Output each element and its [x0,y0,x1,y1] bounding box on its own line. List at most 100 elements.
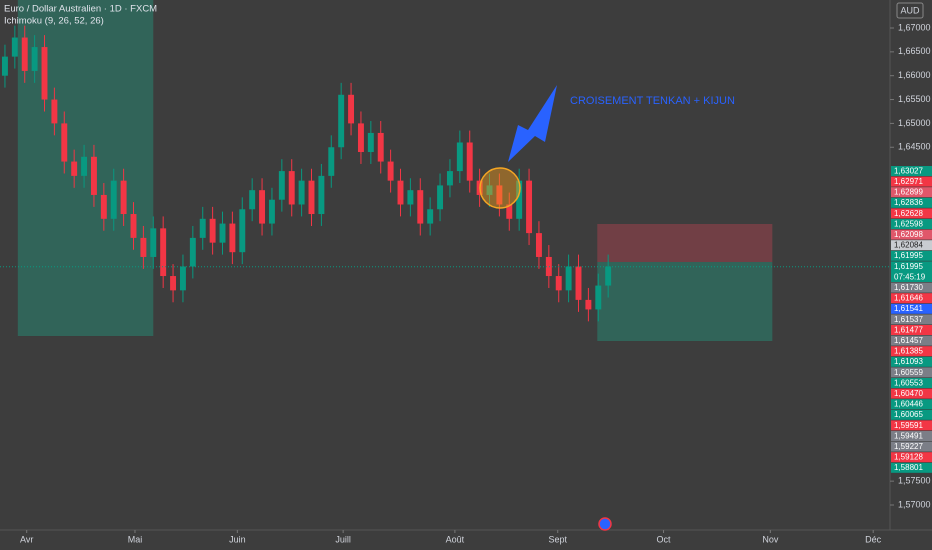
candle-body [51,99,58,124]
candle-body [41,47,48,100]
price-tag [891,250,932,261]
price-tag [891,462,932,473]
price-tag [891,325,932,335]
x-tick-label: Mai [128,534,143,544]
candle-body [486,185,493,195]
price-tag-label: 1,61995 [894,262,923,271]
price-tag [891,441,932,452]
price-tag [891,314,932,325]
candle-body [229,223,236,253]
candle-body [1,56,8,76]
candle-body [397,180,404,205]
price-tag [891,346,932,357]
price-tag-label: 1,61385 [894,347,923,356]
candle-body [417,190,424,224]
countdown: 07:45:19 [894,272,926,281]
candle-body [259,190,266,224]
price-tag-label: 1,62598 [894,219,923,228]
price-tag [891,409,932,420]
currency-box[interactable] [896,2,924,19]
candle-body [545,256,552,277]
candle-body [130,214,137,238]
y-tick-label: 1,65500 [898,94,931,104]
y-tick-label: 1,65000 [898,118,931,128]
event-icon[interactable] [598,517,612,531]
y-tick-label: 1,57500 [898,476,931,486]
price-tag-label: 1,61093 [894,357,923,366]
price-tag-label: 1,61457 [894,336,923,345]
candle-body [268,199,275,224]
candle-body [61,123,68,162]
candle-body [318,175,325,215]
price-tag [891,282,932,293]
candle-body [565,266,572,291]
y-tick-label: 1,66000 [898,70,931,80]
candle-body [209,218,216,243]
candle-body [328,147,335,176]
price-tag [891,219,932,229]
candle-body [407,190,414,205]
candle-body [249,190,256,210]
zone [597,262,773,342]
candle-body [288,171,295,205]
annotation: CROISEMENT TENKAN + KIJUN [570,95,735,107]
price-tag [891,176,932,187]
x-tick-label: Avr [20,534,33,544]
candle-body [506,204,513,219]
price-tag [891,208,932,219]
candles [0,25,890,322]
candle-body [456,142,463,172]
price-tag [891,367,932,378]
price-tag-label: 1,60470 [894,389,923,398]
candle-body [427,209,434,224]
price-axis: 1,67000 1,66500 1,66000 1,65500 1,65000 1,645… [20,22,932,544]
highlight-circle [479,167,521,209]
x-tick-label: Déc [865,534,882,544]
candle-body [308,180,315,215]
price-tag [891,240,932,251]
indicator-label: Ichimoku (9, 26, 52, 26) [4,16,104,27]
price-tag-label: 1,62628 [894,209,923,218]
price-tag-label: 1,59491 [894,431,923,440]
price-tag [891,229,932,240]
price-tag [891,303,932,314]
candle-body [605,266,612,286]
price-tag-label: 1,60559 [894,368,923,377]
candle-body [446,171,453,186]
x-tick-label: Nov [762,534,779,544]
candle-body [575,266,582,300]
candle-body [585,299,592,310]
candle-body [239,209,246,253]
x-tick-label: Août [446,534,465,544]
candle-body [120,180,127,215]
candle-body [170,276,177,291]
price-tag-label: 1,62836 [894,198,923,207]
candle-body [140,237,147,257]
candle-body [555,276,562,291]
candle-body [71,161,78,176]
price-tag-label: 1,61730 [894,283,923,292]
candle-body [150,228,157,257]
price-tag-label: 1,63027 [894,166,923,175]
y-tick-label: 1,67000 [898,22,931,32]
price-tag-label: 1,62084 [894,241,923,250]
candle-body [21,37,28,71]
candle-body [90,156,97,195]
y-tick-label: 1,66500 [898,46,931,56]
price-tag-label: 1,61537 [894,315,923,324]
candle-body [278,171,285,200]
price-tag [891,166,932,176]
candle-body [219,223,226,243]
candle-body [160,228,167,277]
x-tick-label: Sept [548,534,567,544]
candle-body [81,156,88,176]
price-tag [891,335,932,346]
price-tag-label: 1,61541 [894,304,923,313]
candle-body [367,132,374,153]
candle-body [387,161,394,181]
price-tag-label: 1,62098 [894,230,923,239]
candle-body [31,47,38,71]
price-tag [891,197,932,208]
